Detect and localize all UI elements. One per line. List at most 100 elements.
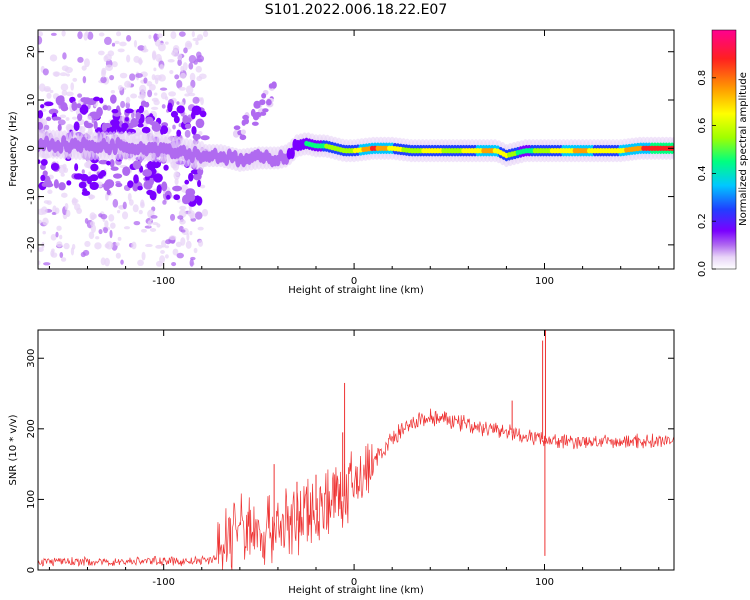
spectrogram-noise [108, 214, 115, 222]
spectrogram-noise [262, 108, 269, 113]
spectrogram-noise [170, 31, 177, 40]
spectrogram-noise [77, 93, 83, 98]
spectrogram-noise [153, 33, 158, 42]
spectrogram-noise [89, 181, 99, 191]
spectrogram-noise [40, 206, 48, 215]
spectrogram-noise [192, 133, 201, 140]
spectrogram-noise [242, 114, 249, 120]
spectrogram-noise [59, 234, 63, 240]
spectrogram-noise [115, 252, 121, 259]
spectrogram-noise [104, 36, 112, 46]
spectrogram-noise [49, 89, 54, 94]
spectrogram-noise [43, 124, 50, 131]
spectrogram-noise [184, 123, 192, 129]
spectrogram-noise [38, 31, 44, 37]
spectrogram-noise [58, 182, 66, 191]
spectrogram-noise [180, 237, 186, 246]
spectrogram-noise [65, 117, 70, 121]
spectrogram-noise [84, 58, 90, 68]
spectrogram-noise [105, 241, 114, 250]
spectrogram-noise [139, 113, 145, 124]
spectrogram-noise [127, 82, 132, 88]
spectrogram-noise [76, 103, 82, 109]
spectrogram-noise [98, 50, 105, 56]
spectrogram-noise [174, 178, 179, 185]
spectrogram-noise [47, 189, 53, 195]
spectrogram-noise [98, 32, 105, 37]
spectrogram-noise [49, 54, 58, 62]
spectrogram-noise [119, 72, 128, 79]
spectrogram-noise [103, 181, 111, 191]
spectrogram-noise [133, 174, 139, 184]
spectrogram-noise [42, 68, 49, 76]
spectrogram-noise [153, 173, 163, 183]
spectrogram-noise [115, 242, 120, 246]
spectrogram-noise [184, 179, 190, 185]
spectrogram-noise [60, 257, 67, 262]
spectrogram-noise [198, 130, 203, 136]
spectrogram-noise [38, 159, 41, 165]
spectrogram-ytick-label: -20 [26, 237, 37, 253]
spectrogram-noise [117, 48, 125, 53]
spectrogram-noise [111, 61, 118, 68]
spectrogram-noise [77, 31, 83, 40]
spectrogram-noise [110, 94, 117, 104]
spectrogram-noise [117, 85, 123, 91]
spectrogram-noise [78, 181, 87, 189]
colorbar-frame [711, 29, 737, 270]
spectrogram-noise [59, 72, 68, 77]
spectrogram-noise [157, 42, 166, 52]
snr-panel: -100 0 100 0 100 200 300 Height of straight li… [8, 329, 675, 596]
spectrogram-noise [112, 173, 123, 179]
spectrogram-noise [159, 87, 168, 91]
spectrogram-ylabel: Frequency (Hz) [8, 111, 19, 187]
spectrogram-noise [192, 37, 201, 42]
spectrogram-noise [38, 36, 43, 45]
spectrogram-noise [137, 259, 144, 267]
spectrogram-noise [174, 74, 180, 80]
spectrogram-noise [50, 234, 57, 241]
spectrogram-noise [129, 73, 136, 81]
spectrogram-noise [44, 182, 54, 188]
colorbar-tick-label: 0.8 [697, 70, 708, 86]
spectrogram-noise [176, 101, 180, 105]
spectrogram-noise [116, 209, 121, 214]
spectrogram-noise [46, 92, 52, 99]
spectrogram-noise [133, 221, 141, 226]
spectrogram-xtick-label: 100 [535, 276, 554, 287]
spectrogram-noise [184, 93, 190, 97]
spectrogram-noise [81, 169, 85, 174]
spectrogram-noise [38, 194, 41, 201]
spectrogram-noise [196, 51, 202, 59]
spectrogram-noise [79, 126, 86, 133]
spectrogram-noise [143, 102, 150, 108]
spectrogram-noise [143, 77, 148, 84]
colorbar-tick-label: 0.4 [697, 165, 708, 181]
spectrogram-noise [98, 159, 109, 165]
spectrogram-noise [164, 96, 169, 101]
spectrogram-noise [71, 197, 77, 206]
spectrogram-noise [127, 180, 134, 188]
spectrogram-noise [172, 185, 183, 192]
spectrogram-noise [94, 127, 103, 134]
spectrogram-noise [101, 122, 108, 132]
spectrogram-noise [130, 93, 138, 99]
spectrogram-noise [175, 172, 180, 176]
spectrogram-noise [159, 64, 165, 70]
spectrogram-noise [62, 52, 67, 60]
colorbar-label: Normalized spectral amplitude [738, 72, 749, 226]
spectrogram-noise [259, 99, 266, 106]
spectrogram-noise [132, 204, 139, 213]
spectrogram-noise [109, 158, 115, 168]
spectrogram-noise [124, 117, 129, 122]
spectrogram-noise [185, 188, 196, 197]
spectrogram-noise [197, 179, 202, 188]
spectrogram-noise [149, 83, 156, 91]
spectrogram-noise [260, 111, 267, 116]
spectrogram-noise [61, 30, 66, 37]
spectrogram-noise [99, 97, 104, 104]
spectrogram-noise [141, 126, 151, 134]
spectrogram-noise [41, 108, 47, 112]
spectrogram-noise [163, 164, 169, 171]
spectrogram-noise [118, 205, 123, 209]
